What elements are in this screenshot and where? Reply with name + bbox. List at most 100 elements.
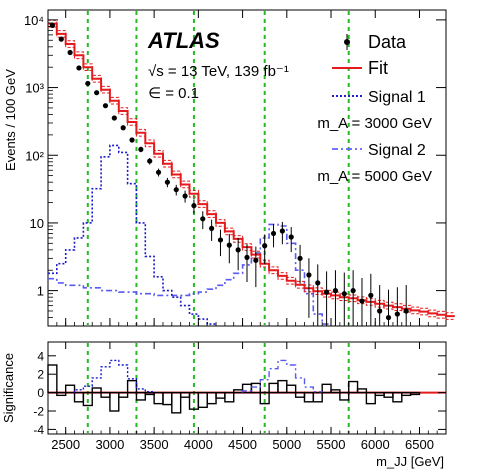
legend: Data Fit Signal 1 m_A = 3000 GeV Signal 2 m_A…	[317, 32, 432, 185]
data-point	[85, 80, 91, 87]
significance-bar	[312, 391, 323, 403]
legend-label-1: Fit	[368, 58, 388, 78]
data-point	[324, 289, 330, 295]
legend-label-4: Signal 2	[368, 142, 426, 159]
data-point	[155, 169, 162, 175]
significance-bar	[224, 391, 235, 403]
data-point	[200, 216, 206, 222]
x-tick-label: 6500	[405, 437, 434, 452]
significance-bar	[356, 388, 368, 394]
data-point	[332, 288, 339, 294]
data-point	[394, 311, 400, 317]
data-point	[94, 90, 100, 96]
data-point	[138, 146, 144, 153]
significance-bar	[286, 384, 297, 394]
data-point	[182, 193, 188, 199]
data-point	[315, 280, 321, 286]
x-tick-label: 4500	[228, 437, 257, 452]
data-point	[102, 103, 109, 109]
significance-bar	[259, 391, 270, 405]
data-point	[147, 158, 153, 164]
data-point	[385, 314, 392, 321]
significance-bar	[82, 391, 93, 407]
significance-y-tick-label: 2	[37, 368, 44, 382]
significance-plot-frame	[47, 341, 447, 435]
data-point	[359, 298, 365, 304]
data-point	[377, 308, 383, 314]
data-point	[191, 203, 197, 209]
x-tick-label: 5000	[272, 437, 301, 452]
significance-y-tick-label: -2	[33, 405, 44, 419]
data-point	[49, 22, 56, 28]
main-y-tick-label: 10³	[25, 81, 44, 96]
data-point	[306, 272, 312, 278]
main-y-tick-label: 1	[37, 284, 44, 299]
data-point	[67, 49, 73, 56]
significance-bar	[250, 382, 261, 394]
main-y-tick-label: 10²	[25, 148, 44, 163]
legend-label-5: m_A = 5000 GeV	[317, 168, 432, 185]
data-point	[368, 292, 374, 298]
data-point	[173, 187, 179, 193]
data-point	[209, 225, 215, 232]
data-point	[288, 234, 294, 240]
data-point	[270, 230, 277, 237]
signal-1-histogram	[48, 144, 216, 325]
data-point	[129, 137, 135, 143]
data-point	[244, 254, 250, 260]
significance-y-axis-label: Significance	[1, 353, 16, 423]
significance-bar	[339, 391, 350, 401]
legend-label-0: Data	[368, 32, 407, 52]
main-axes-layer: 1 10 10² 10³ 10⁴	[24, 10, 447, 327]
main-series-layer	[48, 19, 455, 326]
x-tick-label: 5500	[317, 437, 346, 452]
significance-bar	[135, 391, 146, 401]
data-point	[120, 125, 126, 131]
significance-y-tick-label: 4	[37, 349, 44, 363]
significance-bar	[365, 391, 376, 405]
significance-bar	[330, 389, 341, 394]
x-tick-label: 3500	[140, 437, 169, 452]
energy-luminosity-label: √s = 13 TeV, 139 fb⁻¹	[148, 63, 289, 80]
data-point	[253, 257, 259, 263]
main-plot-panel: 1 10 10² 10³ 10⁴	[24, 9, 455, 327]
legend-data-marker	[344, 39, 350, 45]
significance-bar	[91, 387, 102, 394]
x-tick-label: 6000	[361, 437, 390, 452]
data-point	[341, 291, 347, 297]
data-point	[217, 237, 224, 243]
fit-histogram	[48, 22, 455, 318]
x-axis-label: m_JJ [GeV]	[376, 454, 444, 469]
significance-bar	[409, 391, 421, 396]
x-tick-label: 3000	[95, 437, 124, 452]
significance-bar	[171, 391, 182, 414]
data-point	[403, 308, 409, 314]
significance-panel: 2500 3000 3500 4000 4500 5000 5500 6000 6500 -4 -2…	[33, 341, 447, 452]
significance-bar	[348, 380, 359, 394]
significance-bar	[321, 383, 332, 394]
x-tick-label: 2500	[51, 437, 80, 452]
data-point	[297, 255, 303, 261]
data-point	[350, 288, 356, 294]
significance-y-tick-label: 0	[37, 386, 44, 400]
significance-bar	[118, 391, 129, 398]
significance-axes-layer: 2500 3000 3500 4000 4500 5000 5500 6000 6500 -4 -2…	[33, 342, 447, 452]
significance-bar	[56, 391, 67, 397]
x-tick-label: 4000	[184, 437, 213, 452]
legend-label-2: Signal 1	[368, 89, 426, 106]
atlas-label: ATLAS	[147, 28, 220, 53]
significance-y-tick-label: -4	[33, 423, 44, 437]
data-point	[76, 65, 82, 71]
epsilon-label: ∈ = 0.1	[148, 85, 199, 102]
main-y-tick-label: 10⁴	[24, 13, 44, 28]
significance-bar	[64, 384, 76, 394]
data-point	[262, 243, 268, 249]
data-point	[226, 242, 232, 248]
data-point	[235, 247, 241, 253]
data-point	[164, 179, 170, 185]
significance-series-layer	[47, 359, 446, 414]
significance-bar	[109, 391, 120, 412]
main-y-tick-label: 10	[30, 216, 44, 231]
data-point	[111, 115, 117, 121]
